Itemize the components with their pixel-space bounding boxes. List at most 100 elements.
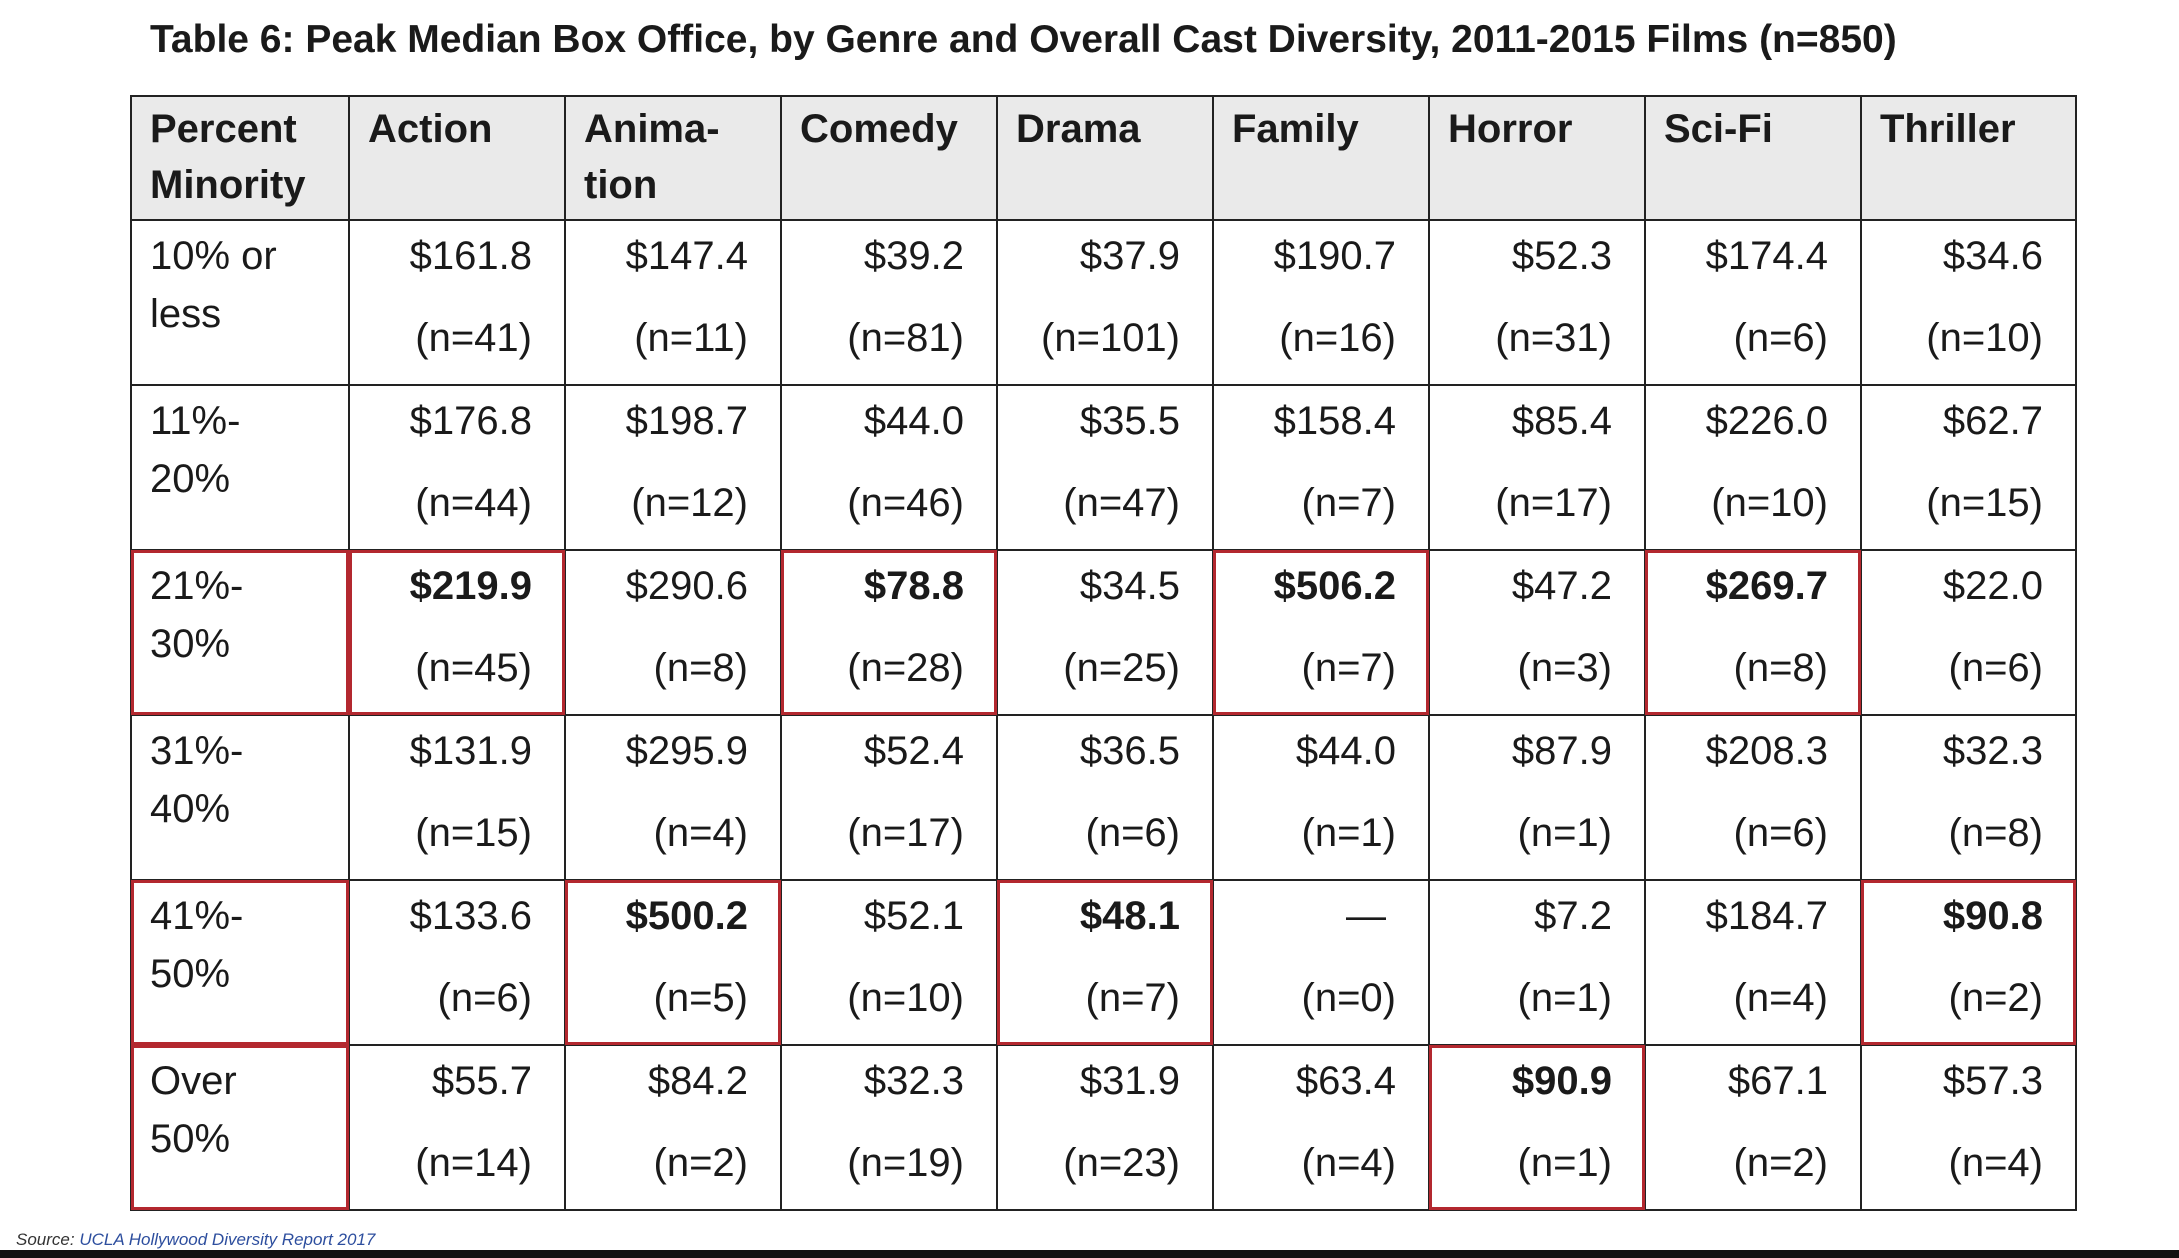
cell-value: $35.5 <box>1079 399 1180 443</box>
header-label: Sci-Fi <box>1664 107 1773 151</box>
cell-count: (n=81) <box>847 316 964 360</box>
cell-value: $34.6 <box>1942 234 2043 278</box>
cell-count: (n=11) <box>634 316 748 360</box>
header-label: Thriller <box>1880 107 2016 151</box>
header-thriller: Thriller <box>1860 95 2077 221</box>
table-cell: $78.8 (n=28) <box>780 549 998 716</box>
table-cell: $44.0 (n=1) <box>1212 714 1430 881</box>
cell-value: $48.1 <box>1079 894 1180 938</box>
table-cell: $226.0 (n=10) <box>1644 384 1862 551</box>
table-cell: $52.1 (n=10) <box>780 879 998 1046</box>
header-sci-fi: Sci-Fi <box>1644 95 1862 221</box>
table-cell: $84.2 (n=2) <box>564 1044 782 1211</box>
header-horror: Horror <box>1428 95 1646 221</box>
cell-count: (n=25) <box>1063 646 1180 690</box>
header-label: Horror <box>1448 107 1573 151</box>
cell-value: $57.3 <box>1942 1059 2043 1103</box>
row-label: 21%- 30% <box>130 549 350 716</box>
header-label: Anima- <box>584 107 720 151</box>
table-cell: $85.4 (n=17) <box>1428 384 1646 551</box>
row-label-line1: 11%- <box>150 399 241 443</box>
cell-value: $90.9 <box>1511 1059 1612 1103</box>
cell-value: $36.5 <box>1079 729 1180 773</box>
table-row: 21%- 30% $219.9 (n=45) $290.6 (n=8) $78.8 (n=28… <box>130 549 2077 716</box>
table-cell: $47.2 (n=3) <box>1428 549 1646 716</box>
cell-count: (n=8) <box>1733 646 1829 690</box>
header-label: Drama <box>1016 107 1141 151</box>
table-cell: $55.7 (n=14) <box>348 1044 566 1211</box>
cell-value: $78.8 <box>863 564 964 608</box>
cell-count: (n=2) <box>1948 976 2044 1020</box>
table-cell: $7.2 (n=1) <box>1428 879 1646 1046</box>
cell-count: (n=7) <box>1301 481 1397 525</box>
cell-count: (n=4) <box>1733 976 1829 1020</box>
cell-value: $90.8 <box>1942 894 2043 938</box>
cell-value: $7.2 <box>1534 894 1612 938</box>
table-cell: $35.5 (n=47) <box>996 384 1214 551</box>
table-cell: $198.7 (n=12) <box>564 384 782 551</box>
row-label-line1: Over <box>150 1059 237 1103</box>
source-link[interactable]: UCLA Hollywood Diversity Report 2017 <box>79 1230 376 1249</box>
cell-count: (n=17) <box>1495 481 1612 525</box>
table-cell: $63.4 (n=4) <box>1212 1044 1430 1211</box>
cell-count: (n=19) <box>847 1141 964 1185</box>
header-comedy: Comedy <box>780 95 998 221</box>
cell-value: $500.2 <box>625 894 748 938</box>
cell-value: $269.7 <box>1705 564 1828 608</box>
cell-value: — <box>1346 894 1386 938</box>
cell-count: (n=8) <box>653 646 749 690</box>
header-percent-minority: Percent Minority <box>130 95 350 221</box>
cell-value: $55.7 <box>431 1059 532 1103</box>
cell-value: $37.9 <box>1079 234 1180 278</box>
cell-count: (n=8) <box>1948 811 2044 855</box>
cell-count: (n=15) <box>415 811 532 855</box>
cell-value: $52.1 <box>863 894 964 938</box>
cell-count: (n=0) <box>1301 976 1397 1020</box>
row-label-line2: less <box>150 292 222 336</box>
cell-value: $147.4 <box>625 234 748 278</box>
cell-value: $87.9 <box>1511 729 1612 773</box>
cell-count: (n=45) <box>415 646 532 690</box>
table-row: 10% or less $161.8 (n=41) $147.4 (n=11) $39.2 (… <box>130 219 2077 386</box>
table-cell: $208.3 (n=6) <box>1644 714 1862 881</box>
row-label-line2: 50% <box>150 1117 231 1161</box>
cell-value: $506.2 <box>1273 564 1396 608</box>
table-cell: — (n=0) <box>1212 879 1430 1046</box>
table-cell: $158.4 (n=7) <box>1212 384 1430 551</box>
table-cell: $67.1 (n=2) <box>1644 1044 1862 1211</box>
cell-count: (n=1) <box>1517 811 1613 855</box>
header-family: Family <box>1212 95 1430 221</box>
cell-value: $85.4 <box>1511 399 1612 443</box>
table-title: Table 6: Peak Median Box Office, by Genr… <box>150 18 1897 61</box>
cell-count: (n=7) <box>1301 646 1397 690</box>
cell-count: (n=31) <box>1495 316 1612 360</box>
cell-value: $31.9 <box>1079 1059 1180 1103</box>
table-row: Over 50% $55.7 (n=14) $84.2 (n=2) $32.3 (n=19) $… <box>130 1044 2077 1211</box>
cell-value: $52.3 <box>1511 234 1612 278</box>
header-animation: Anima- tion <box>564 95 782 221</box>
cell-value: $52.4 <box>863 729 964 773</box>
cell-value: $176.8 <box>409 399 532 443</box>
cell-count: (n=6) <box>1733 811 1829 855</box>
table-cell: $176.8 (n=44) <box>348 384 566 551</box>
table-cell: $39.2 (n=81) <box>780 219 998 386</box>
cell-count: (n=3) <box>1517 646 1613 690</box>
table-row: 31%- 40% $131.9 (n=15) $295.9 (n=4) $52.4 (n=17… <box>130 714 2077 881</box>
cell-count: (n=41) <box>415 316 532 360</box>
cell-count: (n=28) <box>847 646 964 690</box>
table-cell: $87.9 (n=1) <box>1428 714 1646 881</box>
cell-count: (n=1) <box>1517 976 1613 1020</box>
header-row: Percent Minority Action Anima- tion Come… <box>130 95 2077 221</box>
source-citation: Source: UCLA Hollywood Diversity Report … <box>16 1230 375 1250</box>
row-label: 31%- 40% <box>130 714 350 881</box>
row-label-line2: 20% <box>150 457 231 501</box>
row-label-line2: 40% <box>150 787 231 831</box>
cell-value: $133.6 <box>409 894 532 938</box>
cell-count: (n=4) <box>1948 1141 2044 1185</box>
cell-value: $84.2 <box>647 1059 748 1103</box>
bottom-bar <box>0 1250 2179 1258</box>
header-label-line2: tion <box>584 163 658 207</box>
table-cell: $48.1 (n=7) <box>996 879 1214 1046</box>
table-cell: $295.9 (n=4) <box>564 714 782 881</box>
row-label: 10% or less <box>130 219 350 386</box>
